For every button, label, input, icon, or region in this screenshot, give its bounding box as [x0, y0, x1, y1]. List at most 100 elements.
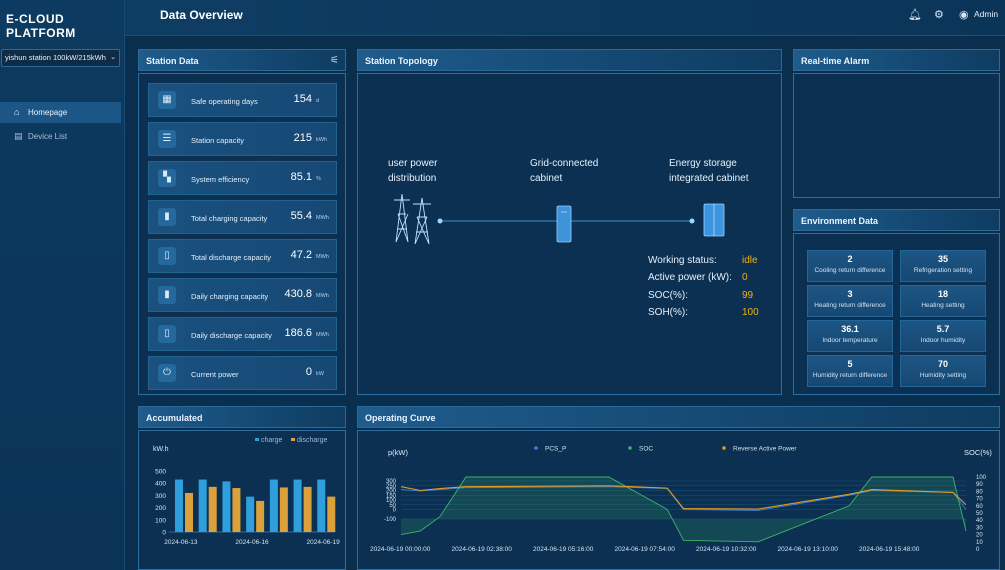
legend-swatch [291, 438, 295, 441]
env-cell: 5.7 Indoor humidity [900, 320, 986, 352]
legend-label: SOC [639, 446, 653, 453]
y-tick-label: 50 [389, 503, 396, 509]
calendar-icon: ▦ [158, 91, 176, 109]
bar [232, 488, 241, 532]
legend-dot [628, 446, 632, 450]
environment-panel: 2 Cooling return difference 35 Refrigerati… [793, 233, 1000, 395]
station-data-value: 0 [305, 366, 312, 378]
environment-title: Environment Data [793, 209, 1000, 231]
series-line [400, 485, 967, 510]
station-data-row: ▮ Total charging capacity 55.4 MWh [148, 200, 337, 234]
filter-icon[interactable]: ⚟ [330, 55, 339, 66]
y2-tick-label: 100 [976, 475, 987, 481]
power-icon: ⏻ [158, 364, 176, 382]
topology-node-label: user power distribution [388, 158, 438, 184]
energy-storage-cabinet-icon [703, 203, 725, 237]
legend-label: charge [261, 437, 283, 444]
legend-dot [534, 446, 538, 450]
x-tick-label: 2024-06-13 [164, 539, 198, 546]
station-data-value: 55.4 [290, 210, 312, 222]
y-axis-label: kW.h [153, 446, 169, 453]
battery-charge-icon: ▮ [158, 286, 176, 304]
soc-area [401, 477, 966, 542]
env-label: Indoor temperature [822, 337, 878, 344]
legend-swatch [255, 438, 259, 441]
sidebar-item-device-list[interactable]: ▤ Device List [0, 126, 121, 147]
y-tick-label: 300 [386, 479, 397, 485]
curve-title: Operating Curve [357, 406, 1000, 428]
bar [293, 479, 302, 532]
bar [327, 496, 336, 532]
station-data-value: 215 [293, 132, 312, 144]
status-key: Working status: [648, 255, 717, 266]
accumulated-title: Accumulated [138, 406, 346, 428]
battery-charge-icon: ▮ [158, 208, 176, 226]
station-data-panel: ▦ Safe operating days 154 d ☰ Station ca… [138, 73, 346, 395]
station-select[interactable]: yishun station 100kW/215kWh ⌄ [1, 49, 120, 67]
env-label: Indoor humidity [920, 337, 966, 344]
alarm-title: Real-time Alarm [793, 49, 1000, 71]
env-label: Refrigeration setting [913, 267, 973, 274]
page-title: Data Overview [160, 8, 243, 22]
sidebar: E-CLOUD PLATFORM yishun station 100kW/21… [0, 0, 125, 570]
station-data-row: ▯ Daily discharge capacity 186.6 MWh [148, 317, 337, 351]
sidebar-item-homepage[interactable]: ⌂ Homepage [0, 102, 121, 123]
env-cell: 2 Cooling return difference [807, 250, 893, 282]
y2-tick-label: 80 [976, 489, 983, 495]
env-cell: 36.1 Indoor temperature [807, 320, 893, 352]
status-value: idle [742, 255, 758, 266]
status-value: 0 [742, 272, 748, 283]
station-data-unit: kW [316, 371, 324, 377]
env-label: Heating setting [921, 302, 965, 309]
x-tick-label: 2024-06-19 07:54:00 [615, 546, 676, 553]
bar [175, 479, 183, 532]
y2-tick-label: 40 [976, 518, 983, 524]
grid-icon: ▚ [158, 169, 176, 187]
operating-line-chart: p(kW) SOC(%) PCS_P SOC Reverse Active Power -… [370, 446, 992, 554]
bar [208, 486, 217, 532]
brand-logo: E-CLOUD PLATFORM [6, 12, 76, 40]
env-label: Humidity return difference [812, 372, 888, 379]
grid-cabinet-icon [556, 205, 572, 243]
topology-panel: user power distribution Grid-connected c… [357, 73, 782, 395]
home-icon: ⌂ [14, 107, 20, 117]
user-name[interactable]: Admin [974, 9, 999, 19]
env-value: 2 [847, 254, 853, 264]
status-value: 100 [742, 307, 759, 318]
env-label: Humidity setting [919, 372, 967, 379]
env-value: 36.1 [841, 324, 859, 334]
station-data-label: Daily discharge capacity [191, 331, 272, 340]
station-data-label: Total charging capacity [191, 214, 268, 223]
connection-dot [437, 218, 443, 224]
env-value: 5 [847, 359, 853, 369]
series-line [400, 476, 967, 543]
bar [303, 486, 312, 532]
env-label: Cooling return difference [814, 267, 886, 274]
curve-panel: p(kW) SOC(%) PCS_P SOC Reverse Active Power -… [357, 430, 1000, 570]
legend-dot [722, 446, 726, 450]
station-data-value: 85.1 [290, 171, 312, 183]
y-tick-label: -100 [384, 517, 397, 523]
x-tick-label: 2024-06-16 [235, 539, 269, 546]
status-key: Active power (kW): [648, 272, 732, 283]
env-label: Heating return difference [814, 302, 886, 309]
status-value: 99 [742, 290, 754, 301]
bell-icon[interactable]: 🔔︎ [908, 9, 922, 21]
y2-tick-label: 10 [976, 540, 983, 546]
y-tick-label: 400 [155, 481, 166, 488]
y-tick-label: 200 [155, 505, 166, 512]
y2-axis-label: SOC(%) [964, 448, 992, 457]
panel-title-text: Station Data [146, 56, 199, 66]
gear-icon[interactable]: ⚙ [934, 9, 944, 21]
topology-diagram [394, 193, 725, 245]
env-cell: 35 Refrigeration setting [900, 250, 986, 282]
bar [256, 500, 265, 532]
legend-label: PCS_P [545, 446, 566, 453]
station-data-label: System efficiency [191, 175, 250, 184]
transmission-tower-icon [394, 193, 431, 245]
station-data-row: ▯ Total discharge capacity 47.2 MWh [148, 239, 337, 273]
user-icon[interactable]: ◉ [959, 9, 969, 21]
y-tick-label: 150 [386, 493, 397, 499]
station-select-value: yishun station 100kW/215kWh [5, 53, 106, 62]
station-data-unit: MWh [316, 215, 329, 221]
